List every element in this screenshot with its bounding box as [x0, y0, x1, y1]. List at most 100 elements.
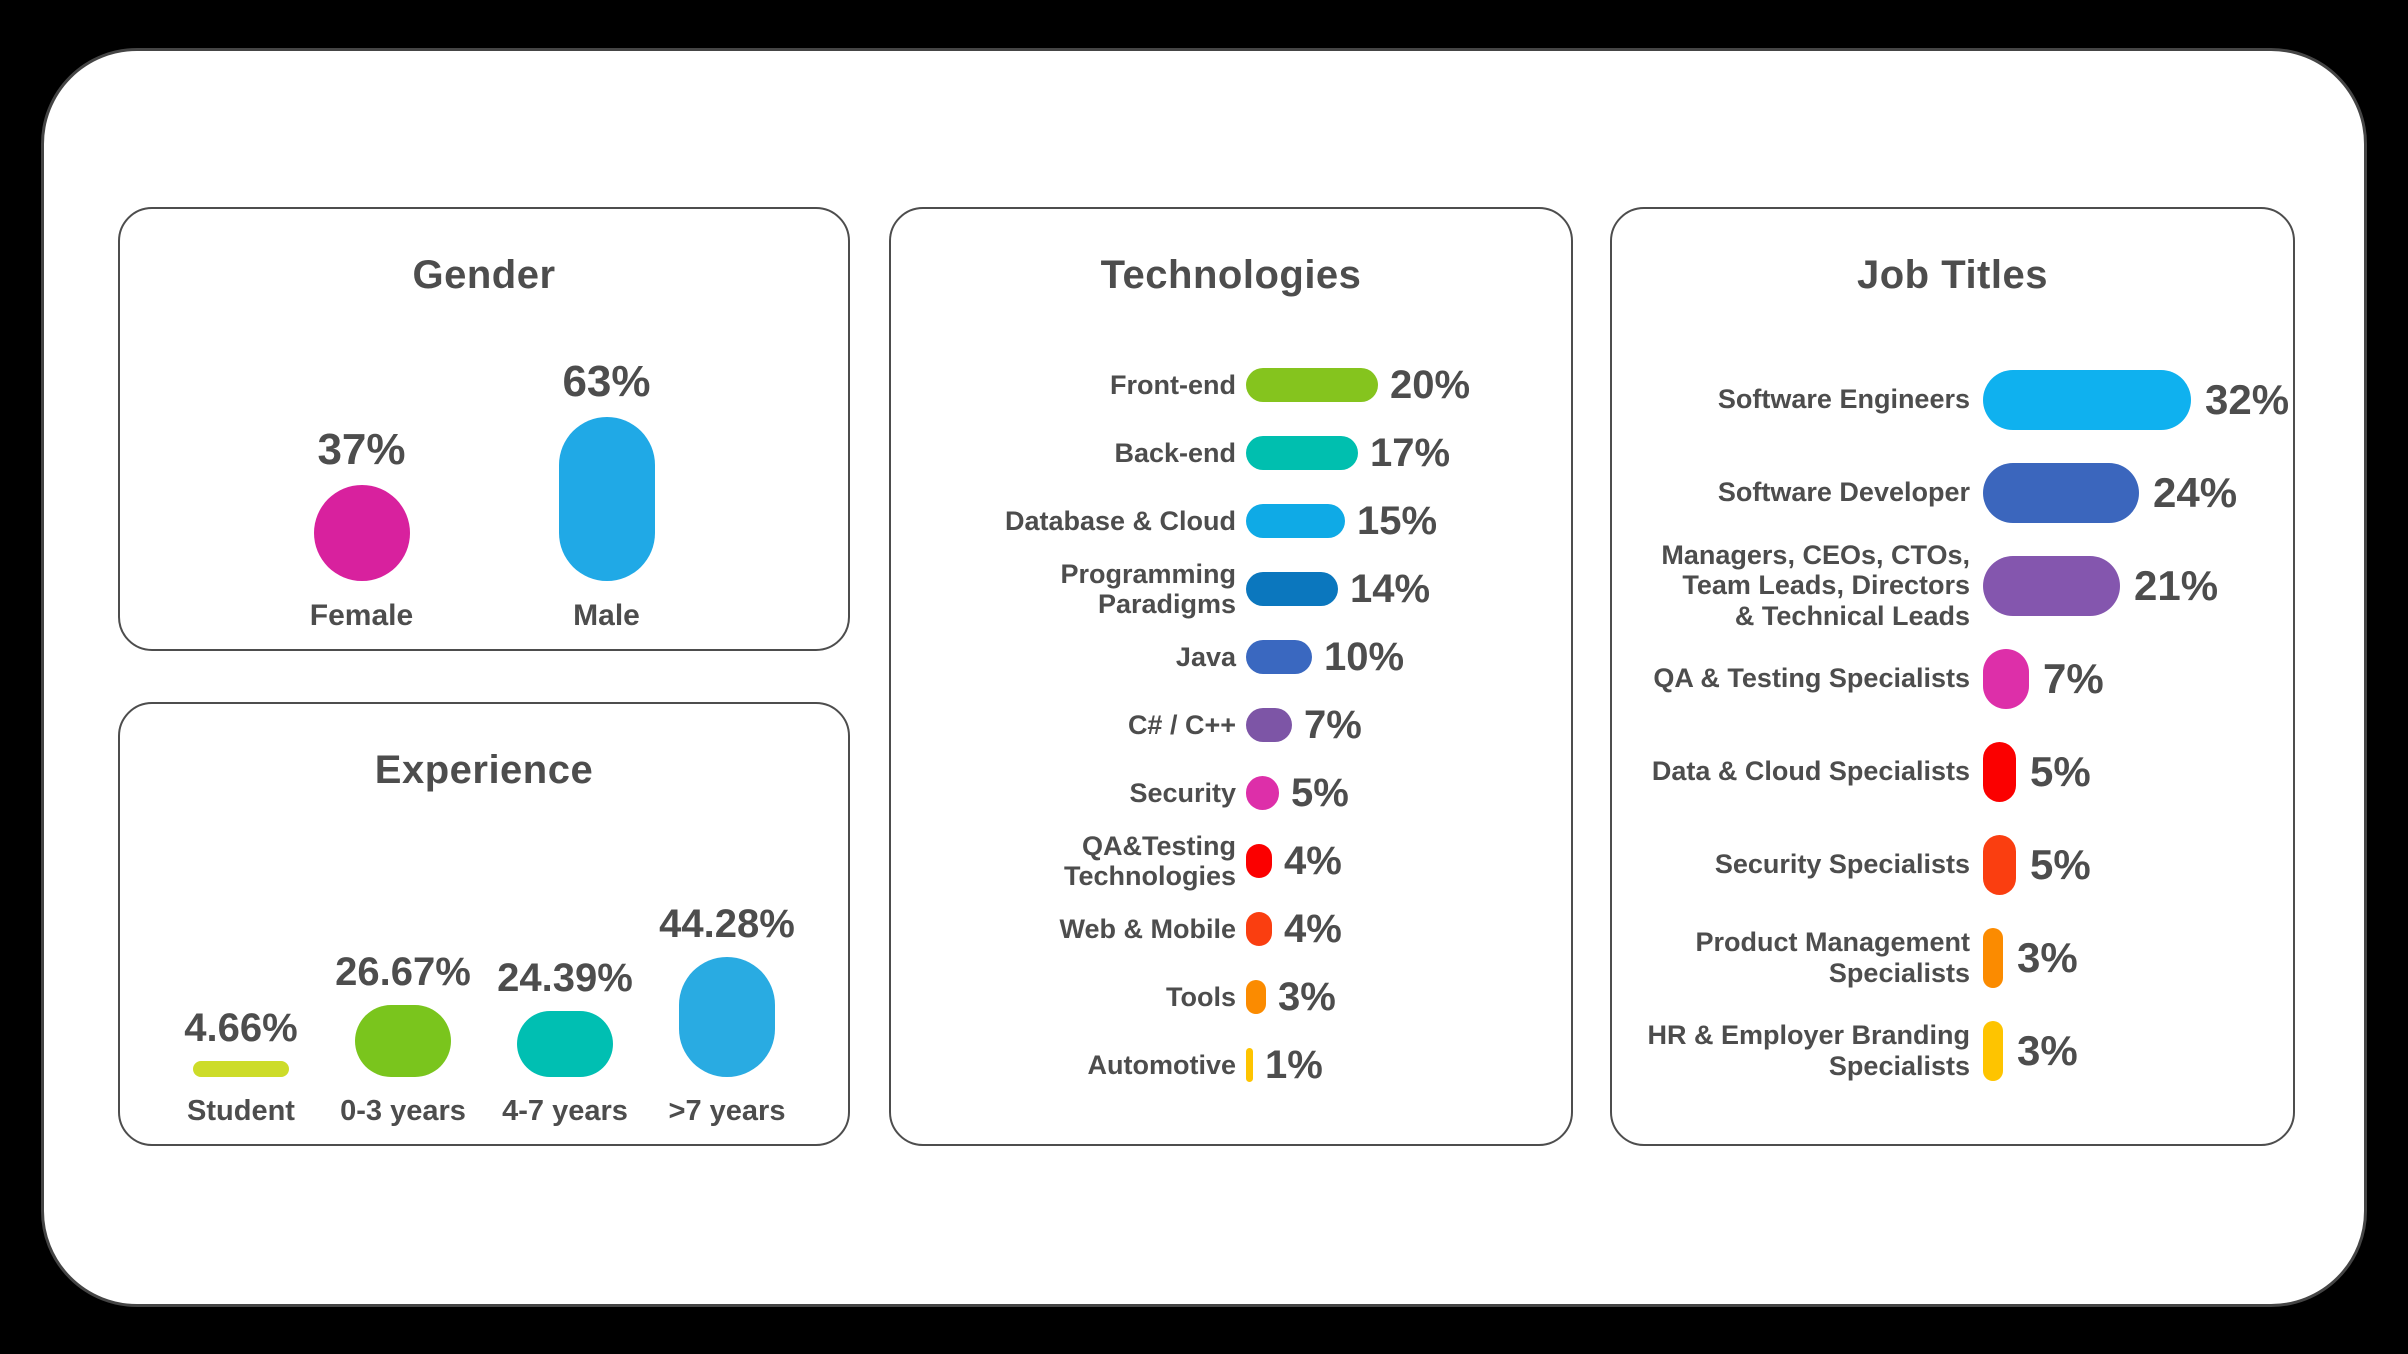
category-label: Java — [1175, 641, 1236, 672]
category-label: Product Management Specialists — [1695, 927, 1970, 988]
bar — [1983, 462, 2139, 523]
value-label: 44.28% — [659, 902, 795, 946]
value-label: 37% — [317, 425, 406, 474]
value-label: 26.67% — [335, 950, 471, 994]
chart-row: Data & Cloud Specialists 5% — [1612, 725, 2293, 818]
chart-row: Tools 3% — [891, 963, 1571, 1031]
value-label: 20% — [1390, 362, 1471, 407]
value-label: 1% — [1265, 1042, 1323, 1087]
category-label: Software Developer — [1717, 477, 1970, 508]
value-label: 3% — [2017, 1026, 2078, 1074]
job-titles-panel-title: Job Titles — [1857, 253, 2048, 297]
chart-row: Security Specialists 5% — [1612, 818, 2293, 911]
gender-chart: 37% Female 63% Male — [120, 309, 848, 633]
category-label: Tools — [1166, 981, 1236, 1012]
chart-row: Managers, CEOs, CTOs, Team Leads, Direct… — [1612, 539, 2293, 632]
bar — [1983, 369, 2191, 430]
chart-row: Product Management Specialists 3% — [1612, 911, 2293, 1004]
category-label: Automotive — [1087, 1049, 1237, 1080]
value-label: 7% — [1304, 702, 1362, 747]
chart-row: Database & Cloud 15% — [891, 487, 1571, 555]
value-label: 4.66% — [184, 1006, 298, 1050]
bubble-group: 24.39% 4-7 years — [495, 865, 635, 1128]
chart-row: Automotive 1% — [891, 1031, 1571, 1099]
value-label: 17% — [1370, 430, 1451, 475]
job-titles-panel: Job Titles Software Engineers 32% Software… — [1610, 207, 2295, 1146]
category-label: Student — [187, 1095, 295, 1127]
chart-row: Back-end 17% — [891, 419, 1571, 487]
chart-row: Software Developer 24% — [1612, 446, 2293, 539]
category-label: Security — [1129, 777, 1236, 808]
value-label: 24% — [2153, 468, 2238, 516]
value-label: 32% — [2205, 375, 2290, 423]
bubble-stack: 4.66% — [184, 865, 298, 1077]
category-label: Database & Cloud — [1004, 505, 1236, 536]
bar — [1246, 980, 1266, 1014]
bubble-stack: 63% — [558, 309, 655, 581]
bar — [1246, 368, 1378, 402]
bar — [1246, 504, 1345, 538]
chart-row: C# / C++ 7% — [891, 691, 1571, 759]
value-label: 5% — [2030, 840, 2091, 888]
category-label: Software Engineers — [1717, 384, 1970, 415]
category-label: Web & Mobile — [1059, 913, 1236, 944]
bubble-group: 63% Male — [532, 309, 682, 633]
category-label: Programming Paradigms — [1060, 558, 1236, 620]
experience-panel-title: Experience — [374, 748, 594, 792]
bubble-stack: 26.67% — [335, 865, 471, 1077]
bar — [1246, 436, 1358, 470]
experience-chart: 4.66% Student 26.67% 0-3 years 24.39% 4-7 yea… — [120, 865, 848, 1128]
chart-row: HR & Employer Branding Specialists 3% — [1612, 1004, 2293, 1097]
bar — [1246, 844, 1272, 878]
bubble — [192, 1061, 289, 1077]
category-label: Front-end — [1110, 369, 1236, 400]
category-label: Managers, CEOs, CTOs, Team Leads, Direct… — [1661, 539, 1970, 631]
bubble-group: 37% Female — [287, 309, 437, 633]
chart-row: Programming Paradigms 14% — [891, 555, 1571, 623]
category-label: 4-7 years — [502, 1095, 628, 1127]
chart-row: Java 10% — [891, 623, 1571, 691]
bar — [1983, 834, 2016, 895]
value-label: 15% — [1357, 498, 1438, 543]
bar — [1246, 912, 1272, 946]
value-label: 63% — [562, 357, 651, 406]
bubble-stack: 44.28% — [659, 865, 795, 1077]
category-label: QA & Testing Specialists — [1653, 663, 1970, 694]
bubble — [313, 485, 410, 581]
value-label: 5% — [2030, 747, 2091, 795]
value-label: 21% — [2134, 561, 2219, 609]
category-label: Data & Cloud Specialists — [1651, 756, 1970, 787]
value-label: 10% — [1324, 634, 1405, 679]
value-label: 3% — [2017, 933, 2078, 981]
value-label: 14% — [1350, 566, 1431, 611]
bubble — [516, 1011, 613, 1077]
category-label: Security Specialists — [1714, 849, 1970, 880]
bar — [1983, 927, 2003, 988]
technologies-panel-title: Technologies — [1100, 253, 1362, 297]
value-label: 5% — [1291, 770, 1349, 815]
infographic-card: Gender 37% Female 63% Male Experience 4.66%… — [41, 48, 2367, 1307]
technologies-panel: Technologies Front-end 20% Back-end 17% Data… — [889, 207, 1573, 1146]
bubble — [678, 957, 775, 1077]
chart-row: QA & Testing Specialists 7% — [1612, 632, 2293, 725]
category-label: C# / C++ — [1127, 709, 1236, 740]
bar — [1983, 1020, 2003, 1081]
bubble-stack: 37% — [313, 309, 410, 581]
chart-row: Security 5% — [891, 759, 1571, 827]
chart-row: Front-end 20% — [891, 351, 1571, 419]
bar — [1983, 555, 2120, 616]
experience-panel: Experience 4.66% Student 26.67% 0-3 years 24… — [118, 702, 850, 1146]
category-label: Female — [309, 599, 414, 632]
bubble — [558, 417, 655, 581]
category-label: HR & Employer Branding Specialists — [1647, 1020, 1970, 1081]
bubble-group: 26.67% 0-3 years — [333, 865, 473, 1128]
category-label: QA&Testing Technologies — [1063, 830, 1236, 892]
bubble-stack: 24.39% — [497, 865, 633, 1077]
value-label: 4% — [1284, 838, 1342, 883]
bar — [1246, 708, 1292, 742]
gender-panel: Gender 37% Female 63% Male — [118, 207, 850, 651]
value-label: 3% — [1278, 974, 1336, 1019]
category-label: >7 years — [668, 1095, 786, 1127]
bubble-group: 4.66% Student — [171, 865, 311, 1128]
category-label: 0-3 years — [340, 1095, 466, 1127]
